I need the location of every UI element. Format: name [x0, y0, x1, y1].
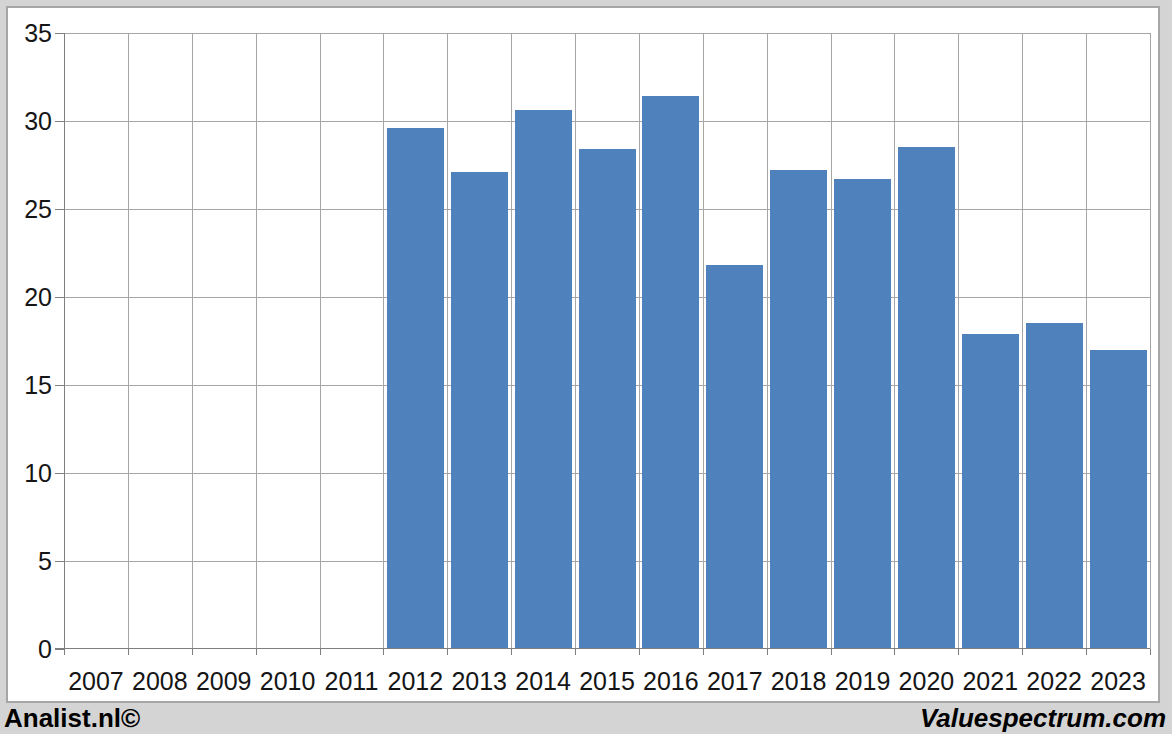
y-tick-label: 25 — [8, 196, 52, 222]
x-axis-tickmark — [1022, 649, 1023, 655]
x-tick-label: 2021 — [958, 668, 1022, 694]
x-tick-label: 2020 — [894, 668, 958, 694]
v-gridline — [1022, 33, 1023, 649]
bar-2013 — [451, 172, 508, 649]
x-axis-tickmark — [894, 649, 895, 655]
v-gridline — [128, 33, 129, 649]
bar-2018 — [770, 170, 827, 649]
chart-canvas: 05101520253035 2007200820092010201120122… — [0, 0, 1172, 734]
watermark-analist: Analist.nl© — [4, 703, 140, 734]
bar-2021 — [962, 334, 1019, 649]
x-tick-label: 2008 — [128, 668, 192, 694]
y-tick-label: 35 — [8, 20, 52, 46]
v-gridline — [511, 33, 512, 649]
y-axis-tickmark — [55, 561, 64, 562]
x-axis-tickmark — [192, 649, 193, 655]
y-axis-tickmark — [55, 385, 64, 386]
y-tick-label: 30 — [8, 108, 52, 134]
v-gridline — [639, 33, 640, 649]
h-gridline — [64, 33, 1150, 34]
x-tick-label: 2015 — [575, 668, 639, 694]
x-tick-label: 2017 — [703, 668, 767, 694]
x-tick-label: 2012 — [383, 668, 447, 694]
x-axis-line — [55, 648, 1150, 649]
v-gridline — [320, 33, 321, 649]
plot-area — [64, 33, 1150, 649]
x-axis-tickmark — [128, 649, 129, 655]
bar-2020 — [898, 147, 955, 649]
x-tick-label: 2019 — [831, 668, 895, 694]
y-axis-tickmark — [55, 297, 64, 298]
bar-2012 — [387, 128, 444, 649]
x-axis-tickmark — [256, 649, 257, 655]
x-tick-label: 2013 — [447, 668, 511, 694]
bar-2014 — [515, 110, 572, 649]
x-tick-label: 2016 — [639, 668, 703, 694]
bar-2019 — [834, 179, 891, 649]
v-gridline — [575, 33, 576, 649]
y-axis-tickmark — [55, 33, 64, 34]
x-tick-label: 2023 — [1086, 668, 1150, 694]
v-gridline — [192, 33, 193, 649]
x-tick-label: 2007 — [64, 668, 128, 694]
x-axis-tickmark — [447, 649, 448, 655]
x-axis-tickmark — [831, 649, 832, 655]
x-axis-tickmark — [511, 649, 512, 655]
y-tick-label: 15 — [8, 372, 52, 398]
v-gridline — [383, 33, 384, 649]
x-axis-tickmark — [575, 649, 576, 655]
bar-2022 — [1026, 323, 1083, 649]
y-axis-tickmark — [55, 649, 64, 650]
x-axis-tickmark — [767, 649, 768, 655]
x-tick-label: 2009 — [192, 668, 256, 694]
v-gridline — [958, 33, 959, 649]
y-tick-label: 20 — [8, 284, 52, 310]
bar-2017 — [706, 265, 763, 649]
y-axis-tickmark — [55, 209, 64, 210]
y-tick-label: 5 — [8, 548, 52, 574]
h-gridline — [64, 121, 1150, 122]
x-axis-tickmark — [958, 649, 959, 655]
x-axis-tickmark — [320, 649, 321, 655]
y-axis-tickmark — [55, 121, 64, 122]
x-axis-tickmark — [1086, 649, 1087, 655]
bar-2016 — [642, 96, 699, 649]
v-gridline — [831, 33, 832, 649]
x-tick-label: 2014 — [511, 668, 575, 694]
x-tick-label: 2018 — [767, 668, 831, 694]
v-gridline — [767, 33, 768, 649]
chart-panel: 05101520253035 2007200820092010201120122… — [6, 6, 1160, 703]
bar-2015 — [579, 149, 636, 649]
v-gridline — [703, 33, 704, 649]
bar-2023 — [1090, 350, 1147, 649]
y-axis-tickmark — [55, 473, 64, 474]
y-tick-label: 10 — [8, 460, 52, 486]
x-axis-tickmark — [1150, 649, 1151, 655]
y-tick-label: 0 — [8, 636, 52, 662]
x-tick-label: 2011 — [320, 668, 384, 694]
x-axis-tickmark — [383, 649, 384, 655]
v-gridline — [894, 33, 895, 649]
v-gridline — [447, 33, 448, 649]
x-tick-label: 2022 — [1022, 668, 1086, 694]
y-axis-line — [64, 33, 65, 649]
v-gridline — [1150, 33, 1151, 649]
v-gridline — [1086, 33, 1087, 649]
x-axis-tickmark — [64, 649, 65, 655]
watermark-valuespectrum: Valuespectrum.com — [920, 703, 1166, 734]
x-axis-tickmark — [703, 649, 704, 655]
x-axis-tickmark — [639, 649, 640, 655]
x-tick-label: 2010 — [256, 668, 320, 694]
v-gridline — [256, 33, 257, 649]
